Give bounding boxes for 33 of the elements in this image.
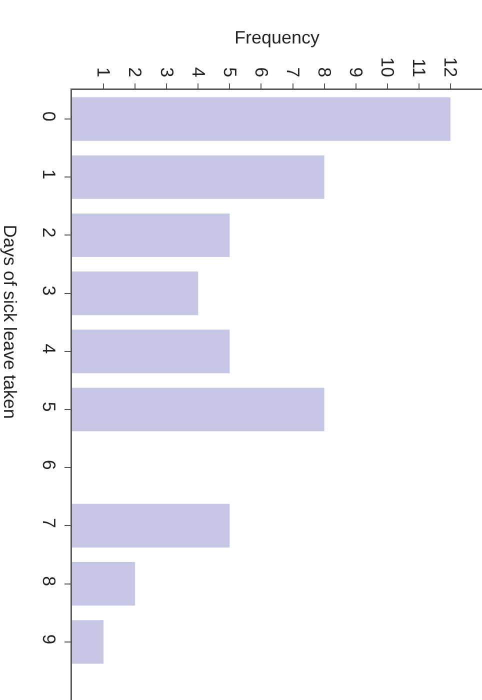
bar [72,272,198,316]
y-tick-label: 0 [38,111,59,122]
x-tick-label: 5 [220,67,240,78]
x-tick-label: 2 [125,67,146,78]
bar [72,155,324,199]
y-tick-label: 2 [38,228,59,238]
y-tick-label: 7 [38,518,59,528]
y-tick-label: 1 [38,169,59,180]
y-tick-label: 8 [38,576,59,586]
x-tick-label: 8 [314,67,334,78]
y-tick-label: 3 [38,286,59,296]
bar [72,330,230,374]
bar [72,562,136,606]
bar [72,213,230,258]
bar [72,388,324,432]
bar [72,97,450,141]
y-axis-title: Days of sick leave taken [0,224,20,419]
x-tick-label: 9 [346,67,366,78]
y-tick-label: 9 [38,634,59,644]
bar [72,620,104,664]
x-tick-label: 10 [378,57,398,78]
x-tick-label: 1 [94,67,114,78]
x-tick-label: 3 [156,67,177,78]
x-tick-label: 6 [251,67,272,78]
bar [72,504,230,548]
x-tick-label: 7 [282,67,303,78]
x-tick-label: 4 [188,67,208,78]
y-tick-label: 5 [38,402,59,412]
y-tick-label: 4 [38,344,59,354]
x-tick-label: 12 [440,57,461,78]
x-tick-label: 11 [409,58,430,78]
x-axis-title: Frequency [234,28,320,48]
y-tick-label: 6 [38,460,59,470]
